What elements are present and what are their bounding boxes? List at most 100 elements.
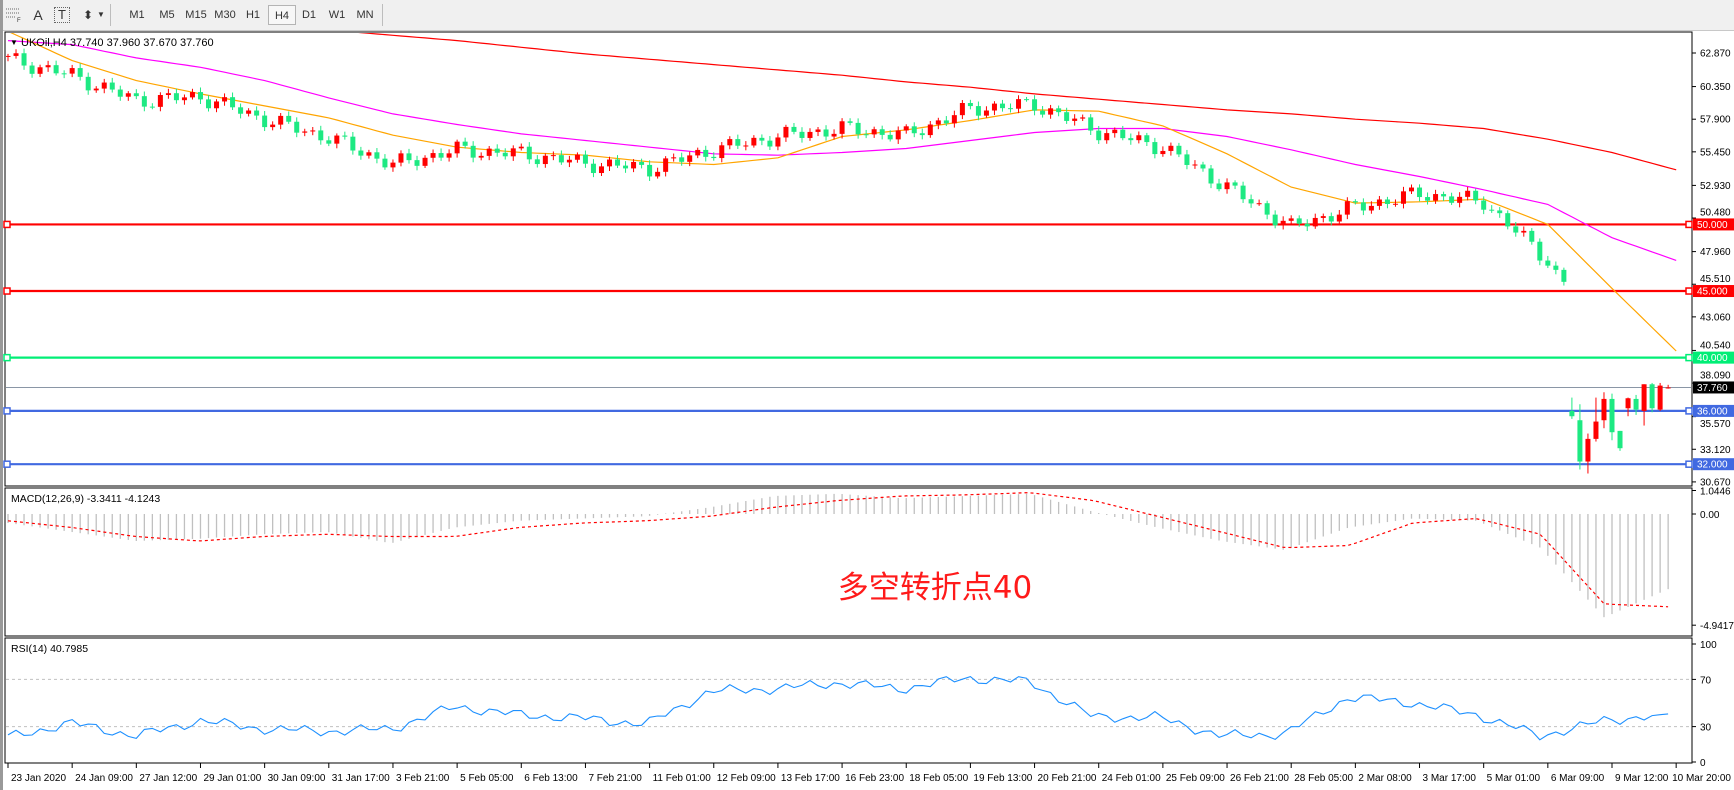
candle (631, 159, 637, 173)
candle-body (1641, 384, 1647, 411)
dropdown-arrow-icon[interactable]: ▼ (97, 10, 105, 19)
candle-body (911, 126, 917, 134)
candle (1232, 180, 1238, 190)
timeframe-m30-button[interactable]: M30 (214, 9, 236, 21)
candle-body (967, 103, 973, 107)
date-axis-label: 5 Mar 01:00 (1487, 773, 1541, 784)
candle-body (879, 129, 885, 135)
candle-body (1264, 203, 1270, 215)
candle-body (703, 149, 709, 157)
timeframe-m5-button[interactable]: M5 (159, 9, 175, 21)
line-price-label: 32.000 (1697, 460, 1728, 471)
candle (1392, 199, 1398, 207)
candle-body (334, 135, 340, 144)
candle (125, 91, 131, 101)
candle (1400, 186, 1406, 209)
candle-body (1248, 199, 1254, 204)
price-axis-label: 45.510 (1700, 274, 1731, 285)
candle-body (831, 133, 837, 137)
candle-body (1449, 196, 1455, 203)
candle (478, 152, 484, 161)
candle (1657, 382, 1663, 411)
candle-body (558, 155, 564, 163)
candle (230, 92, 236, 111)
text-label-icon[interactable]: T (52, 5, 72, 25)
candle-body (93, 88, 99, 91)
date-axis-label: 6 Feb 13:00 (524, 773, 578, 784)
candle-body (791, 126, 797, 132)
candle (1376, 195, 1382, 210)
text-icon[interactable]: A (33, 7, 43, 23)
candle-body (1585, 438, 1591, 462)
candle-body (1152, 142, 1158, 155)
candle-body (1296, 218, 1302, 224)
candle (1641, 384, 1647, 426)
candle-body (1497, 210, 1503, 214)
candle (422, 155, 428, 168)
candle (1128, 133, 1134, 145)
candle-body (1593, 421, 1599, 439)
candle-body (1288, 218, 1294, 221)
timeframe-h1-button[interactable]: H1 (245, 9, 261, 21)
candle-body (1040, 110, 1046, 115)
ma-slow-line (358, 33, 1677, 171)
timeframe-m1-button[interactable]: M1 (129, 9, 145, 21)
candle (550, 151, 556, 161)
candle (823, 125, 829, 141)
candle (999, 99, 1005, 112)
candle-body (1457, 196, 1463, 203)
candle-body (206, 99, 211, 109)
timeframe-d1-button[interactable]: D1 (301, 9, 317, 21)
candle (807, 128, 813, 141)
candle (711, 152, 717, 161)
arrows-icon[interactable]: ⬍ (82, 8, 94, 22)
grid-icon[interactable]: F (4, 5, 24, 25)
timeframe-m15-button[interactable]: M15 (185, 9, 207, 21)
candle (1216, 178, 1222, 192)
candle-body (943, 120, 949, 124)
candle-body (238, 107, 244, 114)
candle-body (1425, 197, 1431, 201)
candle (262, 110, 268, 132)
collapse-arrow-icon[interactable]: ▼ (10, 38, 18, 47)
candle-body (1409, 187, 1414, 192)
candle (831, 129, 837, 140)
rsi-panel[interactable] (4, 637, 1693, 764)
candle (518, 143, 524, 151)
candle (1176, 142, 1182, 158)
candle-body (1032, 99, 1038, 111)
candle (1248, 194, 1254, 208)
candle (1184, 149, 1190, 170)
candle-body (1400, 191, 1406, 204)
candle (117, 85, 123, 101)
candle (1160, 146, 1166, 157)
candle (390, 159, 396, 172)
timeframe-h4-button[interactable]: H4 (268, 5, 296, 25)
candle (935, 117, 941, 130)
main-price-panel[interactable] (4, 31, 1693, 487)
candle-body (1649, 384, 1655, 409)
candle (302, 128, 308, 137)
candle-body (1056, 108, 1062, 113)
candle (663, 156, 669, 177)
line-handle-left (3, 460, 11, 468)
rsi-axis: 100 70 30 0 (1692, 640, 1717, 769)
candle (1665, 384, 1671, 389)
candle-body (1160, 150, 1166, 155)
candle-body (117, 89, 123, 97)
candle (1112, 127, 1118, 138)
timeframe-w1-button[interactable]: W1 (328, 9, 346, 21)
date-axis-label: 7 Feb 21:00 (588, 773, 642, 784)
macd-panel[interactable] (4, 487, 1693, 637)
date-axis-label: 24 Feb 01:00 (1102, 773, 1161, 784)
timeframe-mn-button[interactable]: MN (356, 9, 374, 21)
candle (470, 141, 476, 163)
candle (1457, 192, 1463, 208)
rsi-axis-label: 30 (1700, 723, 1712, 734)
candle-body (775, 137, 781, 147)
candle (6, 53, 11, 62)
date-axis-label: 5 Feb 05:00 (460, 773, 514, 784)
candle-body (350, 136, 356, 151)
candle (799, 127, 805, 143)
